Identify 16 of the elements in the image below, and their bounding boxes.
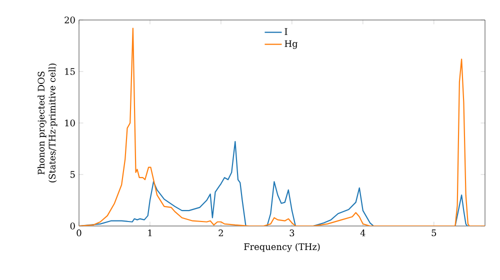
y-axis-title: Phonon projected DOS (States/THz·primitive cell) (38, 64, 58, 182)
x-tick-label: 0 (76, 230, 82, 236)
x-tick-label: 2 (218, 230, 223, 236)
x-axis-title: Frequency (THz) (244, 243, 320, 252)
y-tick-label: 5 (70, 171, 75, 178)
x-tick-label: 1 (148, 230, 152, 236)
y-tick-label: 20 (64, 16, 75, 24)
x-tick-label: 3 (290, 230, 294, 236)
legend-label: Hg (284, 40, 298, 49)
x-tick-label: 5 (432, 230, 436, 236)
y-tick-label: 15 (65, 68, 75, 75)
legend-label: I (284, 28, 288, 35)
y-tick-label: 10 (65, 120, 75, 126)
y-tick-label: 0 (70, 222, 75, 230)
x-tick-label: 4 (360, 230, 366, 236)
line-series (79, 28, 486, 226)
